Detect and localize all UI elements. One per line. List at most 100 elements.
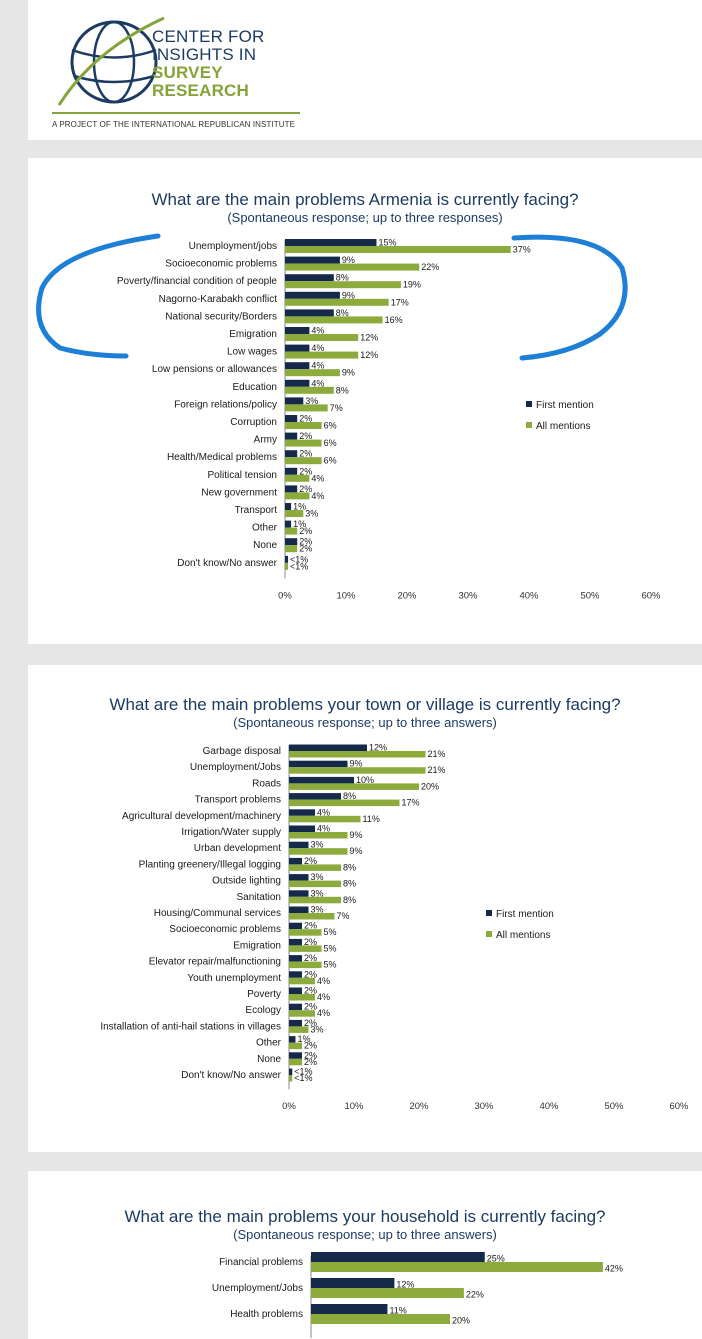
bar-first-mention — [285, 503, 292, 510]
bar-first-mention — [311, 1304, 388, 1314]
data-label: 4% — [311, 361, 324, 371]
category-label: Garbage disposal — [203, 746, 281, 757]
data-label: 10% — [356, 775, 374, 785]
bar-first-mention — [285, 239, 377, 246]
data-label: 7% — [337, 911, 350, 921]
data-label: 11% — [389, 1306, 406, 1316]
bar-all-mentions — [285, 510, 304, 517]
bar-first-mention — [289, 857, 302, 865]
data-label: 9% — [342, 255, 355, 265]
legend-label: First mention — [496, 909, 554, 920]
bar-all-mentions — [289, 1075, 293, 1082]
bar-first-mention — [289, 760, 348, 768]
category-label: Unemployment/jobs — [189, 241, 277, 252]
bar-first-mention — [289, 1068, 293, 1075]
x-tick-label: 0% — [278, 590, 292, 601]
category-label: New government — [201, 487, 277, 498]
category-label: Ecology — [245, 1005, 281, 1016]
bar-first-mention — [285, 467, 298, 475]
brand-name: CENTER FOR INSIGHTS IN SURVEY RESEARCH — [152, 28, 265, 100]
bar-first-mention — [289, 744, 367, 751]
bar-first-mention — [289, 809, 315, 816]
chart-1-subtitle: (Spontaneous response; up to three respo… — [227, 210, 503, 225]
data-label: 4% — [311, 343, 324, 353]
data-label: 2% — [304, 1057, 317, 1067]
data-label: 2% — [304, 1002, 317, 1012]
x-tick-label: 40% — [519, 590, 539, 601]
legend-swatch — [526, 401, 532, 407]
bar-first-mention — [285, 485, 298, 493]
bar-first-mention — [289, 890, 309, 897]
data-label: <1% — [294, 1067, 312, 1077]
bar-all-mentions — [289, 929, 322, 936]
chart-3-plot: Financial problems 25% 42% Unemployment/Job… — [212, 1252, 623, 1338]
bar-first-mention — [285, 450, 298, 458]
bar-first-mention — [285, 432, 298, 440]
legend-label: All mentions — [536, 421, 590, 432]
data-label: 1% — [293, 502, 306, 512]
chart-2-subtitle: (Spontaneous response; up to three answe… — [233, 715, 497, 730]
bar-first-mention — [289, 906, 309, 913]
category-label: Health problems — [230, 1309, 303, 1320]
data-label: 22% — [421, 262, 439, 272]
data-label: 12% — [369, 743, 387, 753]
bar-all-mentions — [289, 832, 348, 839]
bar-all-mentions — [289, 751, 426, 758]
data-label: 9% — [350, 759, 363, 769]
bar-first-mention — [285, 274, 334, 282]
category-label: Sanitation — [237, 892, 281, 903]
chart-2-plot: Garbage disposal 12% 21% Unemployment/Jobs 9… — [100, 743, 689, 1113]
data-label: 17% — [402, 798, 420, 808]
category-label: Don't know/No answer — [177, 558, 277, 569]
data-label: 3% — [311, 905, 324, 915]
bar-first-mention — [289, 776, 354, 784]
data-label: 25% — [487, 1254, 505, 1264]
bar-first-mention — [289, 1036, 296, 1043]
data-label: 9% — [350, 830, 363, 840]
bar-all-mentions — [311, 1314, 450, 1324]
data-label: 19% — [403, 280, 421, 290]
category-label: Other — [252, 523, 278, 534]
data-label: 3% — [311, 872, 324, 882]
data-label: 8% — [336, 273, 349, 283]
bar-first-mention — [289, 793, 341, 800]
brand-line-4: RESEARCH — [152, 81, 250, 100]
bar-all-mentions — [285, 422, 322, 429]
x-tick-label: 50% — [604, 1101, 624, 1112]
chart-card-household: What are the main problems your househol… — [28, 1171, 702, 1339]
data-label: 21% — [428, 749, 446, 759]
category-label: Low wages — [227, 347, 277, 358]
bar-first-mention — [285, 520, 292, 528]
category-label: Emigration — [233, 940, 281, 951]
x-tick-label: 30% — [474, 1101, 494, 1112]
bar-all-mentions — [285, 316, 383, 324]
logo-card: CENTER FOR INSIGHTS IN SURVEY RESEARCH A… — [28, 0, 702, 140]
data-label: 2% — [299, 449, 312, 459]
data-label: 8% — [343, 895, 356, 905]
bar-all-mentions — [289, 1042, 302, 1050]
category-label: Unemployment/Jobs — [190, 762, 281, 773]
data-label: 2% — [299, 484, 312, 494]
category-label: Transport — [235, 505, 278, 516]
bar-all-mentions — [285, 457, 322, 465]
data-label: 4% — [317, 992, 330, 1002]
data-label: 20% — [421, 781, 439, 791]
bar-all-mentions — [285, 545, 298, 553]
brand-line-1: CENTER FOR — [152, 27, 265, 46]
globe-logo-icon — [57, 16, 165, 106]
bar-all-mentions — [285, 439, 322, 447]
legend-swatch — [486, 910, 492, 916]
bar-all-mentions — [289, 783, 419, 790]
bar-all-mentions — [285, 527, 298, 535]
data-label: 2% — [304, 986, 317, 996]
bar-all-mentions — [285, 298, 389, 306]
data-label: 6% — [324, 438, 337, 448]
bar-first-mention — [285, 379, 310, 387]
data-label: 9% — [350, 846, 363, 856]
data-label: <1% — [290, 561, 308, 571]
data-label: 37% — [513, 245, 531, 255]
chart-2-title: What are the main problems your town or … — [109, 695, 621, 714]
data-label: 2% — [304, 953, 317, 963]
category-label: Youth unemployment — [187, 973, 281, 984]
data-label: 3% — [305, 396, 318, 406]
